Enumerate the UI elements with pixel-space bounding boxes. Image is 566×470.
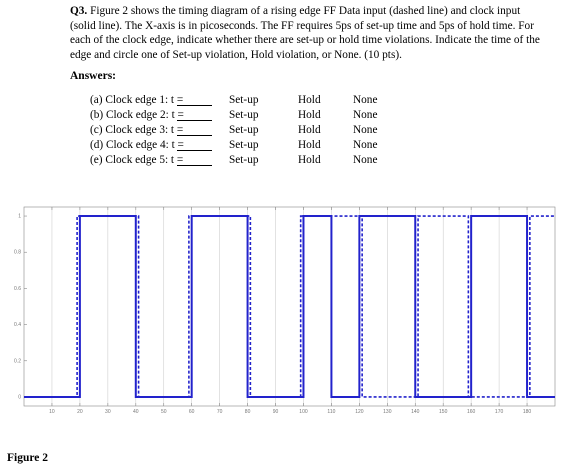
answers-list: (a) Clock edge 1: t = Set-up Hold None (… xyxy=(90,94,550,169)
x-tick-label: 10 xyxy=(49,409,55,415)
question-body: Figure 2 shows the timing diagram of a r… xyxy=(70,5,540,61)
none-option[interactable]: None xyxy=(353,94,378,106)
hold-option[interactable]: Hold xyxy=(298,124,321,136)
answer-row-e: (e) Clock edge 5: t = Set-up Hold None xyxy=(90,154,550,169)
answer-blank[interactable] xyxy=(177,105,212,106)
answer-label: (e) Clock edge 5: t = xyxy=(90,154,184,166)
x-tick-label: 160 xyxy=(467,409,476,415)
answer-blank[interactable] xyxy=(177,165,212,166)
plot-series xyxy=(24,215,555,398)
figure-label: Figure 2 xyxy=(7,452,48,464)
answer-label: (b) Clock edge 2: t = xyxy=(90,109,184,121)
question-text: Q3. Figure 2 shows the timing diagram of… xyxy=(70,4,540,62)
answer-blank[interactable] xyxy=(177,150,212,151)
x-tick-label: 130 xyxy=(383,409,392,415)
answer-row-d: (d) Clock edge 4: t = Set-up Hold None xyxy=(90,139,550,154)
plot-ticks: 10 20 30 40 50 60 70 80 90 100 110 120 130 140 150 160 1… xyxy=(14,207,531,415)
x-tick-label: 140 xyxy=(411,409,420,415)
hold-option[interactable]: Hold xyxy=(298,94,321,106)
x-tick-label: 70 xyxy=(217,409,223,415)
hold-option[interactable]: Hold xyxy=(298,154,321,166)
answer-label: (d) Clock edge 4: t = xyxy=(90,139,184,151)
hold-option[interactable]: Hold xyxy=(298,109,321,121)
setup-option[interactable]: Set-up xyxy=(229,94,259,106)
x-tick-label: 100 xyxy=(299,409,308,415)
y-tick-label: 0.6 xyxy=(14,286,21,292)
none-option[interactable]: None xyxy=(353,139,378,151)
x-tick-label: 50 xyxy=(161,409,167,415)
answers-heading: Answers: xyxy=(70,70,116,82)
x-tick-label: 30 xyxy=(105,409,111,415)
y-tick-label: 0.8 xyxy=(14,250,21,256)
y-tick-label: 0 xyxy=(18,394,21,400)
none-option[interactable]: None xyxy=(353,109,378,121)
x-tick-label: 80 xyxy=(245,409,251,415)
data-input-line xyxy=(24,215,555,398)
y-tick-label: 1 xyxy=(18,214,21,220)
x-tick-label: 110 xyxy=(327,409,335,415)
x-tick-label: 120 xyxy=(355,409,364,415)
x-tick-label: 150 xyxy=(439,409,448,415)
x-tick-label: 40 xyxy=(133,409,139,415)
none-option[interactable]: None xyxy=(353,124,378,136)
plot-frame xyxy=(23,206,556,407)
question-number: Q3. xyxy=(70,5,88,17)
hold-option[interactable]: Hold xyxy=(298,139,321,151)
x-tick-label: 90 xyxy=(273,409,279,415)
setup-option[interactable]: Set-up xyxy=(229,124,259,136)
setup-option[interactable]: Set-up xyxy=(229,109,259,121)
x-tick-label: 180 xyxy=(523,409,532,415)
y-tick-label: 0.4 xyxy=(14,322,21,328)
answer-label: (a) Clock edge 1: t = xyxy=(90,94,184,106)
y-tick-label: 0.2 xyxy=(14,358,21,364)
clock-input-line xyxy=(24,215,555,398)
answer-row-c: (c) Clock edge 3: t = Set-up Hold None xyxy=(90,124,550,139)
x-tick-label: 60 xyxy=(189,409,195,415)
answer-row-b: (b) Clock edge 2: t = Set-up Hold None xyxy=(90,109,550,124)
answer-label: (c) Clock edge 3: t = xyxy=(90,124,184,136)
x-tick-label: 170 xyxy=(495,409,504,415)
plot-grid xyxy=(51,207,528,406)
answer-blank[interactable] xyxy=(177,120,212,121)
answer-blank[interactable] xyxy=(177,135,212,136)
x-tick-label: 20 xyxy=(77,409,83,415)
setup-option[interactable]: Set-up xyxy=(229,139,259,151)
none-option[interactable]: None xyxy=(353,154,378,166)
setup-option[interactable]: Set-up xyxy=(229,154,259,166)
answer-row-a: (a) Clock edge 1: t = Set-up Hold None xyxy=(90,94,550,109)
